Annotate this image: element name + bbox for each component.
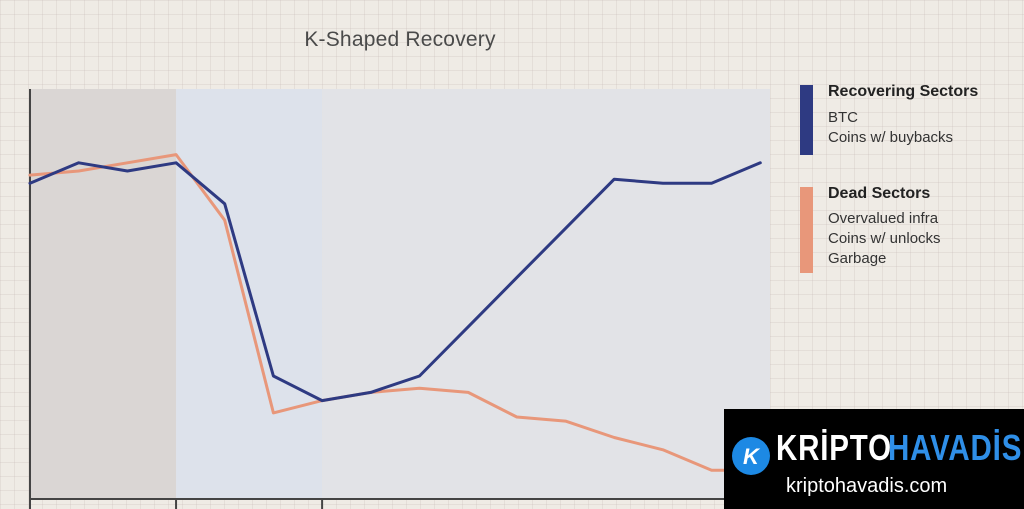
legend-swatch-dead	[800, 187, 813, 273]
phase-band-1	[30, 89, 177, 499]
chart-title: K-Shaped Recovery	[304, 28, 496, 51]
series-line-dead-sectors	[28, 153, 762, 472]
brand-logo-letter: K	[743, 444, 759, 469]
legend-item-overvalued-infra: Overvalued infra	[828, 210, 939, 227]
series-line-recovering-sectors	[28, 161, 762, 403]
legend-item-buybacks: Coins w/ buybacks	[828, 129, 954, 146]
legend-swatch-recovering	[800, 85, 813, 155]
legend-heading-dead: Dead Sectors	[828, 185, 931, 202]
legend-dead: Dead Sectors Overvalued infra Coins w/ u…	[800, 185, 1015, 275]
phase-band-3	[322, 89, 770, 499]
legend-item-btc: BTC	[828, 109, 858, 126]
brand-name-part1: KRİPTO	[776, 427, 892, 468]
series-lines	[28, 153, 762, 472]
legend-item-unlocks: Coins w/ unlocks	[828, 230, 941, 247]
axes	[29, 89, 770, 509]
brand-logo-icon: K	[732, 437, 770, 475]
watermark-banner: K KRİPTO HAVADİS kriptohavadis.com	[724, 409, 1024, 509]
legend-item-garbage: Garbage	[828, 250, 887, 267]
brand-url: kriptohavadis.com	[786, 475, 948, 497]
phase-bands	[30, 89, 770, 499]
brand-name-part2: HAVADİS	[888, 427, 1023, 468]
legend-recovering: Recovering Sectors BTC Coins w/ buybacks	[800, 83, 1015, 155]
legend-heading-recovering: Recovering Sectors	[828, 83, 979, 100]
